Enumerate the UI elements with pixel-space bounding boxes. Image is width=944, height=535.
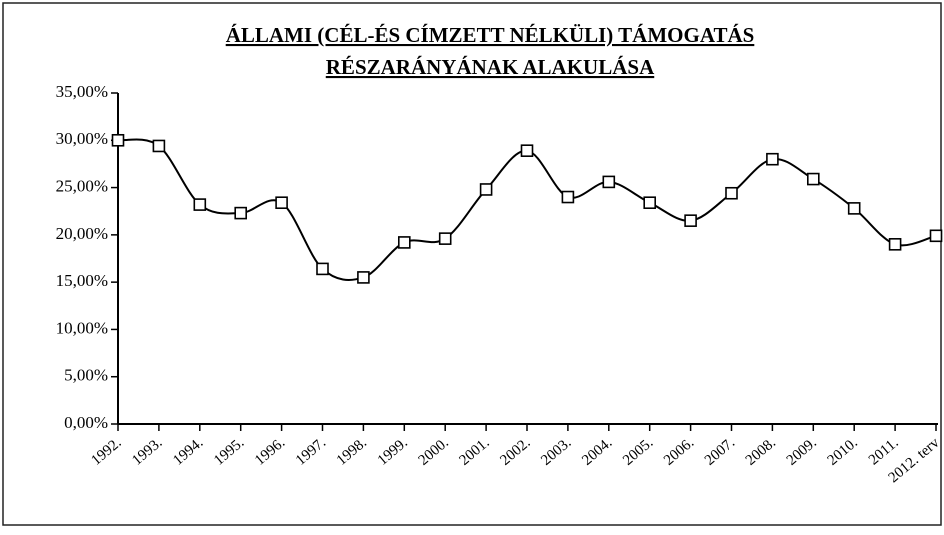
x-tick-label: 2005. xyxy=(620,435,656,469)
x-tick-label: 2002. xyxy=(497,435,533,469)
x-tick-label: 2010. xyxy=(825,435,861,469)
data-point xyxy=(847,202,861,215)
data-point xyxy=(152,139,166,153)
x-tick-label: 1994. xyxy=(170,435,206,469)
data-point xyxy=(561,190,575,204)
data-point xyxy=(438,232,452,245)
data-point xyxy=(929,229,943,243)
x-tick-label: 1992. xyxy=(88,435,124,469)
chart-title: ÁLLAMI (CÉL-ÉS CÍMZETT NÉLKÜLI) TÁMOGATÁ… xyxy=(226,23,755,47)
data-point xyxy=(397,236,411,249)
x-tick-label: 1993. xyxy=(129,435,165,469)
data-point xyxy=(725,186,738,200)
chart-title: RÉSZARÁNYÁNAK ALAKULÁSA xyxy=(326,55,655,79)
x-tick-label: 2006. xyxy=(661,435,697,469)
y-tick-label: 20,00% xyxy=(56,224,108,243)
x-tick-label: 2001. xyxy=(457,435,493,469)
x-tick-label: 1996. xyxy=(252,435,288,469)
x-tick-label: 2007. xyxy=(702,435,738,469)
y-tick-label: 10,00% xyxy=(56,318,108,337)
x-tick-label: 1999. xyxy=(375,435,411,469)
data-point xyxy=(357,271,370,284)
x-tick-label: 2008. xyxy=(743,435,779,469)
data-point xyxy=(275,196,288,210)
x-tick-label: 2000. xyxy=(416,435,452,469)
data-point xyxy=(602,175,616,189)
y-tick-label: 35,00% xyxy=(56,82,108,101)
data-point xyxy=(479,183,493,196)
data-point xyxy=(111,133,125,147)
data-point xyxy=(234,206,247,220)
chart-frame xyxy=(2,2,942,526)
y-tick-label: 0,00% xyxy=(64,413,108,432)
data-point xyxy=(888,238,902,251)
data-point xyxy=(766,152,779,166)
y-tick-label: 5,00% xyxy=(64,366,108,385)
x-tick-label: 2009. xyxy=(784,435,820,469)
x-tick-label: 2003. xyxy=(538,435,574,469)
data-point xyxy=(193,198,207,211)
x-tick-label: 2011. xyxy=(866,435,902,469)
x-tick-label: 1997. xyxy=(293,435,329,469)
x-tick-label: 1998. xyxy=(334,435,370,469)
x-tick-label: 1995. xyxy=(211,435,247,469)
x-tick-label: 2004. xyxy=(579,435,615,469)
data-point xyxy=(806,172,820,186)
y-tick-label: 25,00% xyxy=(56,176,108,195)
data-point xyxy=(643,196,657,210)
data-point xyxy=(316,262,329,276)
y-tick-label: 15,00% xyxy=(56,271,108,290)
data-point xyxy=(520,144,534,157)
data-point xyxy=(684,214,697,227)
y-tick-label: 30,00% xyxy=(56,129,108,148)
